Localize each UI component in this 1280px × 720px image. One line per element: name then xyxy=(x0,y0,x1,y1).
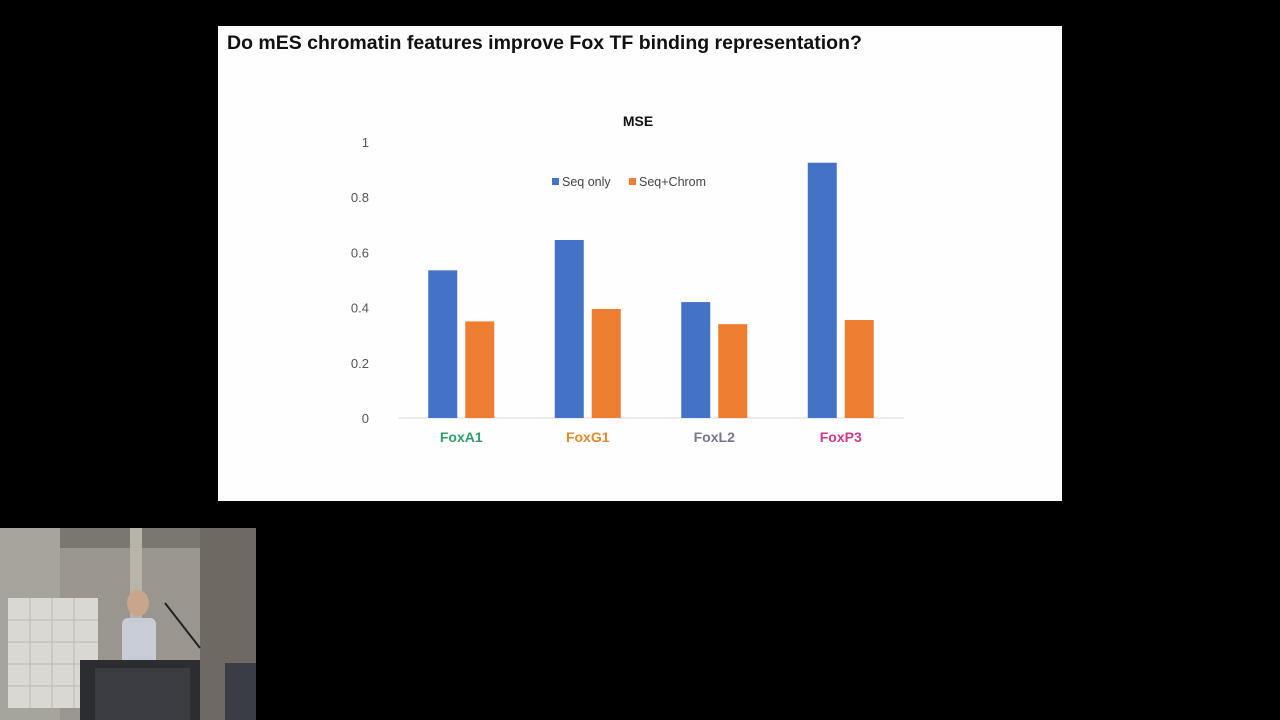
bar-foxl2-seq-chrom xyxy=(718,324,748,418)
x-axis: FoxA1 FoxG1 FoxL2 FoxP3 xyxy=(440,429,862,445)
y-tick-label: 0.6 xyxy=(351,245,369,260)
x-tick-label: FoxA1 xyxy=(440,429,483,445)
bar-foxa1-seq-only xyxy=(428,270,458,418)
bar-foxl2-seq-only xyxy=(681,302,711,418)
bar-foxp3-seq-chrom xyxy=(844,320,874,418)
bar-foxp3-seq-only xyxy=(807,162,837,418)
legend: Seq only Seq+Chrom xyxy=(552,175,706,189)
bar-foxg1-seq-only xyxy=(554,239,584,418)
presenter-video-icon xyxy=(0,528,256,720)
chart-title: MSE xyxy=(623,113,653,129)
slide-title: Do mES chromatin features improve Fox TF… xyxy=(227,32,862,54)
x-tick-label: FoxL2 xyxy=(694,429,735,445)
bar-foxa1-seq-chrom xyxy=(465,321,495,418)
y-tick-label: 0.4 xyxy=(351,301,369,316)
bars xyxy=(428,162,874,418)
x-tick-label: FoxG1 xyxy=(566,429,610,445)
legend-label: Seq only xyxy=(562,175,611,189)
bar-foxg1-seq-chrom xyxy=(591,308,621,418)
y-tick-label: 0.2 xyxy=(351,356,369,371)
legend-label: Seq+Chrom xyxy=(639,175,706,189)
legend-swatch xyxy=(629,178,636,185)
bar-chart: MSE 00.20.40.60.81 FoxA1 FoxG1 FoxL2 FoxP3 … xyxy=(351,113,904,445)
y-tick-label: 1 xyxy=(362,135,369,150)
y-tick-label: 0 xyxy=(362,411,369,426)
slide: Do mES chromatin features improve Fox TF… xyxy=(218,26,1062,501)
y-tick-label: 0.8 xyxy=(351,190,369,205)
legend-swatch xyxy=(552,178,559,185)
x-tick-label: FoxP3 xyxy=(820,429,862,445)
